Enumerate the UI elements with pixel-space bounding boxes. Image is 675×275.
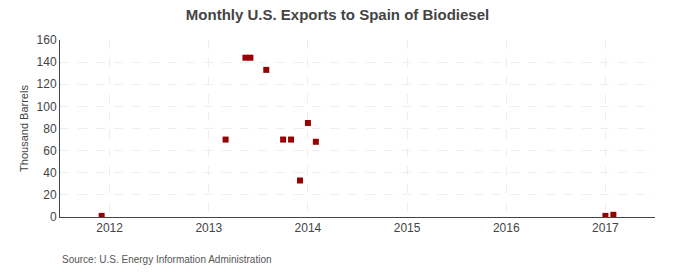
svg-text:2016: 2016 <box>493 221 520 235</box>
svg-text:20: 20 <box>43 188 57 202</box>
svg-text:100: 100 <box>37 100 57 114</box>
svg-text:2014: 2014 <box>295 221 322 235</box>
svg-text:Source: U.S. Energy Informatio: Source: U.S. Energy Information Administ… <box>62 254 272 265</box>
svg-text:Monthly U.S. Exports to Spain: Monthly U.S. Exports to Spain of Biodies… <box>186 6 489 23</box>
svg-text:2017: 2017 <box>592 221 619 235</box>
svg-text:80: 80 <box>43 122 57 136</box>
svg-text:140: 140 <box>37 55 57 69</box>
svg-text:60: 60 <box>43 144 57 158</box>
svg-text:160: 160 <box>37 33 57 47</box>
svg-text:120: 120 <box>37 77 57 91</box>
svg-text:40: 40 <box>43 166 57 180</box>
svg-text:2015: 2015 <box>394 221 421 235</box>
svg-text:2012: 2012 <box>96 221 123 235</box>
svg-text:2013: 2013 <box>195 221 222 235</box>
svg-text:Thousand Barrels: Thousand Barrels <box>18 85 30 172</box>
svg-text:0: 0 <box>50 210 57 224</box>
